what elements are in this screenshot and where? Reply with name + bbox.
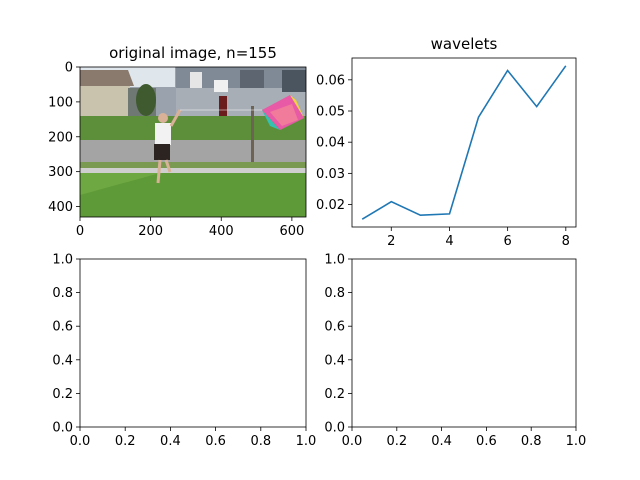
wavelets-x-tick-label: 2 — [387, 234, 395, 249]
bottom-left-x-tick-label: 1.0 — [296, 434, 317, 449]
image-y-tick-label: 400 — [48, 200, 73, 215]
bottom-left-x-ticks: 0.0 0.2 0.4 0.6 0.8 1.0 — [70, 427, 317, 449]
bottom-right-y-tick-label: 1.0 — [324, 253, 345, 268]
image-x-tick-label: 400 — [209, 224, 234, 239]
bottom-right-y-ticks: 0.0 0.2 0.4 0.6 0.8 1.0 — [324, 253, 352, 436]
bottom-left-y-ticks: 0.0 0.2 0.4 0.6 0.8 1.0 — [52, 253, 80, 436]
wavelets-panel: wavelets 0.02 0.03 0.04 0.05 0.06 2 4 6 8 — [316, 35, 577, 249]
image-panel-y-ticks: 0 100 200 300 400 — [48, 61, 80, 215]
image-x-tick-label: 0 — [76, 224, 84, 239]
wavelets-y-tick-label: 0.03 — [316, 167, 345, 182]
bottom-right-x-tick-label: 1.0 — [566, 434, 587, 449]
image-panel-title: original image, n=155 — [109, 44, 277, 62]
wavelets-y-tick-label: 0.06 — [316, 73, 345, 88]
empty-panel-bottom-left-frame — [79, 258, 307, 428]
bottom-left-x-tick-label: 0.4 — [160, 434, 181, 449]
wavelets-x-tick-label: 4 — [445, 234, 453, 249]
wavelets-series-line — [361, 65, 567, 220]
bottom-left-y-tick-label: 0.6 — [52, 320, 73, 335]
image-x-tick-label: 600 — [279, 224, 304, 239]
bottom-left-y-tick-label: 0.4 — [52, 353, 73, 368]
bottom-right-y-tick-label: 0.6 — [324, 320, 345, 335]
bottom-left-y-tick-label: 0.0 — [52, 421, 73, 436]
bottom-left-y-tick-label: 1.0 — [52, 253, 73, 268]
wavelets-panel-title: wavelets — [431, 35, 498, 53]
bottom-right-x-tick-label: 0.2 — [386, 434, 407, 449]
wavelets-y-tick-label: 0.02 — [316, 198, 345, 213]
wavelets-y-ticks: 0.02 0.03 0.04 0.05 0.06 — [316, 73, 352, 213]
image-panel-frame — [79, 66, 307, 218]
image-panel-x-ticks: 0 200 400 600 — [76, 217, 304, 239]
image-x-tick-label: 200 — [138, 224, 163, 239]
bottom-right-x-tick-label: 0.0 — [342, 434, 363, 449]
wavelets-y-tick-label: 0.04 — [316, 136, 345, 151]
bottom-left-y-tick-label: 0.8 — [52, 286, 73, 301]
wavelets-panel-frame — [351, 57, 577, 228]
bottom-right-y-tick-label: 0.0 — [324, 421, 345, 436]
bottom-left-y-tick-label: 0.2 — [52, 387, 73, 402]
wavelets-x-tick-label: 6 — [503, 234, 511, 249]
empty-panel-bottom-right-frame — [351, 258, 577, 428]
image-y-tick-label: 0 — [65, 61, 73, 76]
bottom-left-x-tick-label: 0.8 — [250, 434, 271, 449]
bottom-right-x-tick-label: 0.8 — [521, 434, 542, 449]
image-panel: original image, n=155 — [48, 44, 307, 239]
image-y-tick-label: 200 — [48, 130, 73, 145]
bottom-left-x-tick-label: 0.2 — [115, 434, 136, 449]
bottom-right-x-tick-label: 0.4 — [431, 434, 452, 449]
bottom-right-x-tick-label: 0.6 — [476, 434, 497, 449]
bottom-left-x-tick-label: 0.0 — [70, 434, 91, 449]
bottom-right-y-tick-label: 0.8 — [324, 286, 345, 301]
image-y-tick-label: 300 — [48, 165, 73, 180]
bottom-left-x-tick-label: 0.6 — [205, 434, 226, 449]
wavelets-x-ticks: 2 4 6 8 — [387, 227, 570, 249]
wavelets-x-tick-label: 8 — [562, 234, 570, 249]
bottom-right-y-tick-label: 0.2 — [324, 387, 345, 402]
empty-panel-bottom-right: 0.0 0.2 0.4 0.6 0.8 1.0 0.0 0.2 0.4 0.6 0.8 1.0 — [324, 253, 586, 450]
empty-panel-bottom-left: 0.0 0.2 0.4 0.6 0.8 1.0 0.0 0.2 0.4 0.6 0.8 1.0 — [52, 253, 316, 450]
image-y-tick-label: 100 — [48, 95, 73, 110]
bottom-right-x-ticks: 0.0 0.2 0.4 0.6 0.8 1.0 — [342, 427, 587, 449]
wavelets-y-tick-label: 0.05 — [316, 105, 345, 120]
photo-kite-flyer — [80, 67, 306, 217]
bottom-right-y-tick-label: 0.4 — [324, 353, 345, 368]
